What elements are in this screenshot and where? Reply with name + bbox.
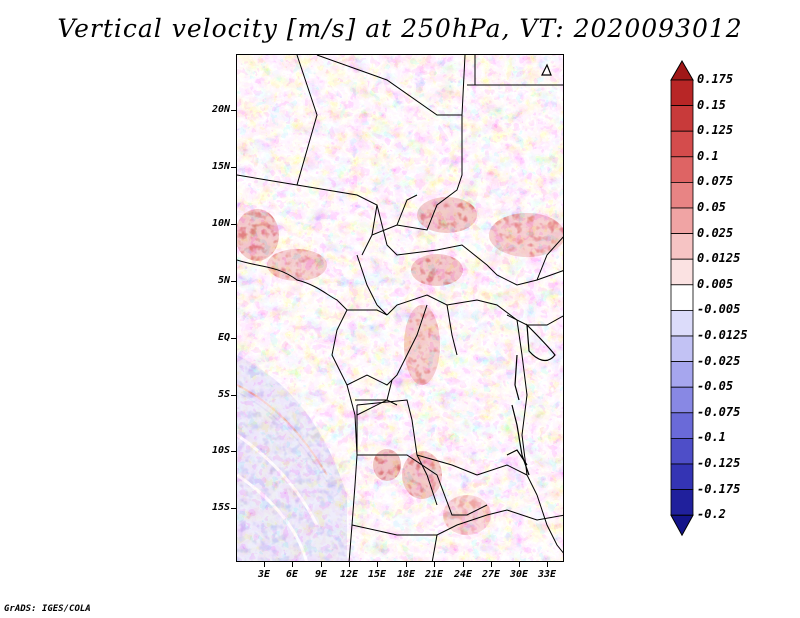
map-panel	[236, 54, 564, 562]
colorbar-segment	[670, 105, 694, 132]
lon-tick	[377, 562, 378, 567]
colorbar-segment	[670, 207, 694, 235]
lon-tick	[434, 562, 435, 567]
noise-overlay	[237, 55, 563, 561]
colorbar-label: 0.05	[697, 200, 726, 214]
lat-label-5n: 5N	[217, 275, 230, 286]
lon-tick	[547, 562, 548, 567]
credit-text: GrADS: IGES/COLA	[4, 604, 91, 614]
lon-label-24e: 24E	[453, 569, 473, 580]
lon-tick	[406, 562, 407, 567]
colorbar-segment	[670, 258, 694, 286]
lat-tick	[231, 395, 236, 396]
colorbar-top-cap	[670, 60, 694, 81]
lat-tick	[231, 508, 236, 509]
colorbar-label: 0.125	[697, 123, 734, 138]
colorbar-label: -0.125	[697, 456, 741, 470]
colorbar-segment	[670, 361, 694, 388]
colorbar-segment	[670, 386, 694, 414]
colorbar-label: 0.0125	[697, 251, 741, 266]
colorbar-label: 0.15	[697, 97, 726, 112]
colorbar-segment	[670, 182, 694, 209]
colorbar-segment	[670, 335, 694, 363]
colorbar-label: 0.175	[697, 72, 734, 86]
lat-tick	[231, 338, 236, 339]
colorbar-segment	[670, 130, 694, 158]
lat-label-10n: 10N	[211, 218, 230, 229]
lon-label-30e: 30E	[509, 569, 529, 580]
lat-label-eq: EQ	[217, 332, 230, 343]
lon-tick	[292, 562, 293, 567]
lon-label-9e: 9E	[314, 569, 328, 580]
lon-tick	[519, 562, 520, 567]
lakes	[506, 63, 556, 476]
colorbar-label: 0.025	[697, 225, 734, 240]
lon-tick	[321, 562, 322, 567]
colorbar-segment	[670, 437, 694, 465]
lon-tick	[491, 562, 492, 567]
lat-label-20n: 20N	[211, 104, 230, 115]
colorbar-label: -0.1	[697, 430, 726, 445]
country-borders	[237, 55, 563, 561]
lat-tick	[231, 224, 236, 225]
colorbar-label: 0.005	[697, 276, 734, 291]
lat-label-10s: 10S	[211, 445, 230, 456]
colorbar	[670, 60, 694, 537]
colorbar-label: -0.175	[697, 481, 741, 496]
velocity-field-map	[237, 55, 563, 561]
lat-tick	[231, 110, 236, 111]
colorbar-label: -0.0125	[697, 328, 748, 342]
lat-label-15n: 15N	[211, 161, 230, 172]
lon-label-33e: 33E	[537, 569, 557, 580]
colorbar-segment	[670, 463, 694, 491]
lon-label-27e: 27E	[481, 569, 501, 580]
colorbar-label: 0.075	[697, 174, 734, 189]
colorbar-label: 0.1	[697, 148, 719, 163]
colorbar-segment	[670, 412, 694, 439]
colorbar-label: -0.075	[697, 404, 741, 419]
lon-label-18e: 18E	[396, 569, 416, 580]
lat-label-5s: 5S	[217, 389, 230, 400]
lat-tick	[231, 281, 236, 282]
lon-label-12e: 12E	[339, 569, 359, 580]
lon-label-15e: 15E	[367, 569, 387, 580]
lat-label-15s: 15S	[211, 502, 230, 513]
lon-label-21e: 21E	[424, 569, 444, 580]
page-title: Vertical velocity [m/s] at 250hPa, VT: 2…	[57, 14, 743, 43]
colorbar-segment	[670, 233, 694, 260]
colorbar-label: -0.005	[697, 302, 741, 317]
lat-tick	[231, 451, 236, 452]
lon-tick	[463, 562, 464, 567]
lon-label-6e: 6E	[285, 569, 299, 580]
colorbar-segment	[670, 309, 694, 337]
colorbar-label: -0.025	[697, 353, 741, 368]
colorbar-label: -0.2	[697, 507, 726, 522]
colorbar-bottom-cap	[670, 514, 694, 537]
lon-tick	[264, 562, 265, 567]
lon-label-3e: 3E	[257, 569, 271, 580]
lon-tick	[349, 562, 350, 567]
colorbar-label: -0.05	[697, 379, 734, 394]
colorbar-segment	[670, 156, 694, 183]
lat-tick	[231, 167, 236, 168]
colorbar-segment	[670, 284, 694, 311]
colorbar-segment	[670, 79, 694, 107]
colorbar-segment	[670, 489, 694, 516]
